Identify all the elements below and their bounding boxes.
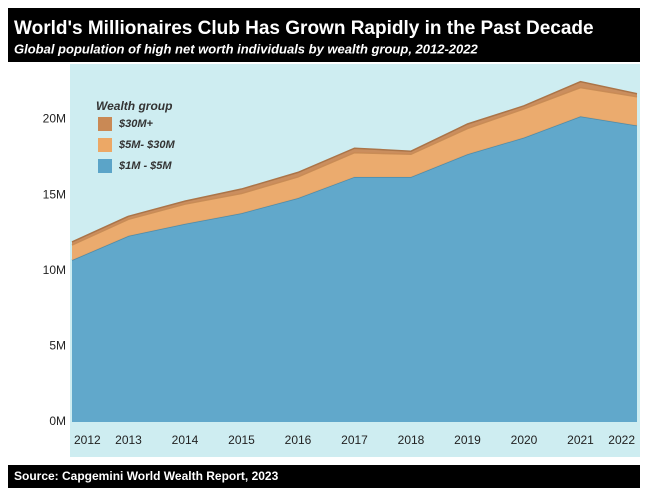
legend-swatch [98, 117, 112, 131]
x-tick-label: 2013 [115, 433, 142, 447]
area-edge [71, 80, 638, 243]
y-tick-label: 20M [43, 112, 66, 126]
source-bar [8, 465, 640, 488]
legend-label: $5M- $30M [118, 139, 175, 151]
x-tick-label: 2012 [74, 433, 101, 447]
area [72, 116, 637, 423]
chart-title: World's Millionaires Club Has Grown Rapi… [14, 18, 594, 39]
x-tick-label: 2019 [454, 433, 481, 447]
x-tick-label: 2015 [228, 433, 255, 447]
y-tick-label: 0M [49, 414, 66, 428]
x-tick-label: 2018 [398, 433, 425, 447]
legend-label: $1M - $5M [118, 160, 172, 172]
legend-swatch [98, 159, 112, 173]
chart-subtitle: Global population of high net worth indi… [14, 41, 478, 56]
y-tick-label: 5M [49, 339, 66, 353]
x-tick-label: 2017 [341, 433, 368, 447]
legend-swatch [98, 138, 112, 152]
source: Source: Capgemini World Wealth Report, 2… [14, 469, 279, 483]
legend-title: Wealth group [96, 99, 172, 113]
x-tick-label: 2014 [172, 433, 199, 447]
x-tick-label: 2021 [567, 433, 594, 447]
area [72, 87, 637, 261]
x-tick-label: 2020 [511, 433, 538, 447]
x-tick-label: 2016 [285, 433, 312, 447]
legend-label: $30M+ [118, 118, 154, 130]
title-bar [8, 8, 640, 62]
x-tick-label: 2022 [608, 433, 635, 447]
y-tick-label: 10M [43, 263, 66, 277]
y-tick-label: 15M [43, 187, 66, 201]
